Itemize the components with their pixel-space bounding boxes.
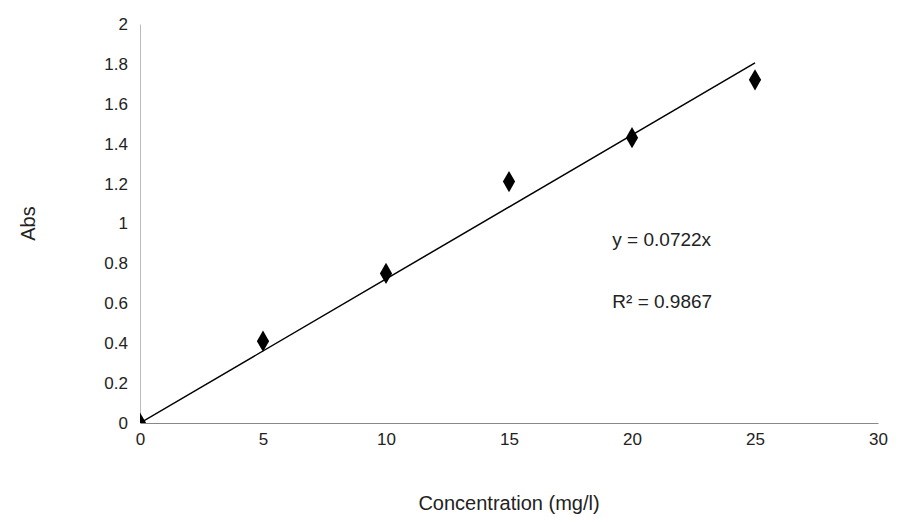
x-tick: 25 xyxy=(746,423,765,449)
plot-area: 0 5 10 15 20 25 30 0 0.2 0.4 0.6 0.8 1 1.2 1.4 1.6 1.8 2 y… xyxy=(104,15,888,449)
y-tick-label: 1 xyxy=(119,214,128,233)
y-tick-label: 0 xyxy=(119,414,128,433)
y-axis: 0 0.2 0.4 0.6 0.8 1 1.2 1.4 1.6 1.8 2 xyxy=(104,15,140,433)
y-tick-label: 0.8 xyxy=(104,254,128,273)
x-tick-label: 25 xyxy=(746,430,765,449)
y-tick: 0.8 xyxy=(104,254,140,273)
y-tick-label: 0.4 xyxy=(104,334,128,353)
y-tick: 0.6 xyxy=(104,294,140,313)
y-tick-label: 1.2 xyxy=(104,175,128,194)
y-tick: 0 xyxy=(119,414,140,433)
y-tick-label: 1.4 xyxy=(104,135,128,154)
x-tick-label: 20 xyxy=(623,430,642,449)
x-tick: 30 xyxy=(869,423,888,449)
y-tick: 1 xyxy=(119,214,140,233)
y-tick: 0.2 xyxy=(104,374,140,393)
x-tick-label: 5 xyxy=(259,430,268,449)
x-axis: 0 5 10 15 20 25 30 xyxy=(136,423,888,449)
data-point xyxy=(503,171,515,192)
y-tick: 2 xyxy=(119,15,140,34)
x-tick: 20 xyxy=(623,423,642,449)
trend-line xyxy=(140,63,755,423)
chart: 0 5 10 15 20 25 30 0 0.2 0.4 0.6 0.8 1 1.2 1.4 1.6 1.8 2 y… xyxy=(0,0,898,524)
x-tick-label: 15 xyxy=(500,430,519,449)
y-tick: 1.2 xyxy=(104,175,140,194)
y-tick-label: 1.8 xyxy=(104,55,128,74)
data-point xyxy=(749,69,761,90)
y-axis-title: Abs xyxy=(17,206,39,240)
x-tick: 10 xyxy=(377,423,396,449)
x-tick: 5 xyxy=(259,423,268,449)
y-tick-label: 0.6 xyxy=(104,294,128,313)
annotation: y = 0.0722x xyxy=(612,229,711,250)
x-tick-label: 0 xyxy=(136,430,145,449)
y-tick: 0.4 xyxy=(104,334,140,353)
y-tick-label: 1.6 xyxy=(104,95,128,114)
x-axis-line xyxy=(141,423,879,424)
x-axis-title: Concentration (mg/l) xyxy=(418,492,599,514)
x-tick-label: 30 xyxy=(869,430,888,449)
y-tick-label: 2 xyxy=(119,15,128,34)
x-tick-label: 10 xyxy=(377,430,396,449)
y-axis-line xyxy=(140,25,141,424)
annotation: R² = 0.9867 xyxy=(612,291,712,312)
y-tick: 1.8 xyxy=(104,55,140,74)
marks xyxy=(140,63,761,423)
x-tick: 0 xyxy=(136,423,145,449)
y-tick: 1.6 xyxy=(104,95,140,114)
x-tick: 15 xyxy=(500,423,519,449)
y-tick: 1.4 xyxy=(104,135,140,154)
y-tick-label: 0.2 xyxy=(104,374,128,393)
